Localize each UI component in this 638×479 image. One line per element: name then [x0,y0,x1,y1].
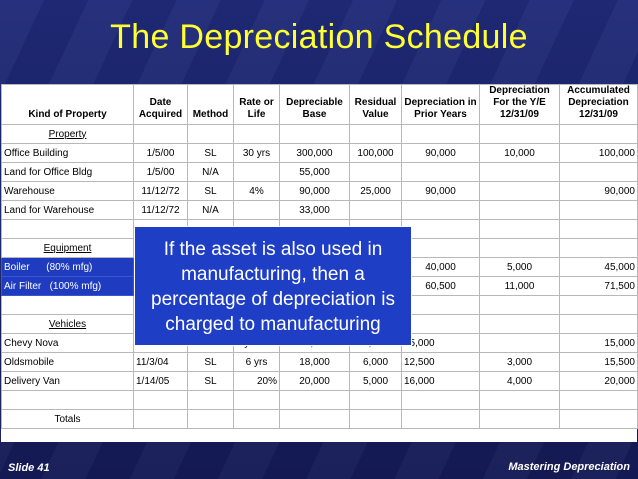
totals-label: Totals [1,409,134,429]
cell-prior: 16,000 [401,371,480,391]
header-row: Kind of Property Date Acquired Method Ra… [1,84,638,125]
equipment-name: Air Filter [4,280,42,292]
table-row: Land for Warehouse 11/12/72 N/A 33,000 [1,200,638,220]
mfg-percentage: (100% mfg) [49,280,102,292]
cell-kind: Land for Office Bldg [1,162,134,182]
cell-prior [401,200,480,220]
cell-ye: 3,000 [479,352,560,372]
cell-rate [233,162,280,182]
cell-residual: 6,000 [349,352,402,372]
cell-kind: Boiler (80% mfg) [1,257,134,277]
cell-prior: 60,500 [401,276,480,296]
totals-row: Totals [1,409,638,429]
equipment-name: Boiler [4,261,30,273]
cell-kind: Delivery Van [1,371,134,391]
slide-number: Slide 41 [8,462,50,474]
col-header-ye: Depreciation For the Y/E 12/31/09 [479,84,560,125]
cell-rate: 30 yrs [233,143,280,163]
cell-date: 1/5/00 [133,162,188,182]
cell-accum: 45,000 [559,257,638,277]
cell-prior: 15,000 [401,333,480,353]
cell-residual [349,162,402,182]
col-header-method: Method [187,84,234,125]
cell-accum: 71,500 [559,276,638,296]
cell-accum: 100,000 [559,143,638,163]
cell-ye: 4,000 [479,371,560,391]
cell-kind: Office Building [1,143,134,163]
table-row: Oldsmobile 11/3/04 SL 6 yrs 18,000 6,000… [1,352,638,372]
table-row: Delivery Van 1/14/05 SL 20% 20,000 5,000… [1,371,638,391]
cell-base: 18,000 [279,352,350,372]
cell-method: SL [187,371,234,391]
section-label-property: Property [1,124,134,144]
cell-accum: 90,000 [559,181,638,201]
cell-method: SL [187,181,234,201]
cell-rate: 4% [233,181,280,201]
cell-kind: Oldsmobile [1,352,134,372]
cell-base: 300,000 [279,143,350,163]
section-label-equipment: Equipment [1,238,134,258]
cell-rate [233,200,280,220]
cell-residual [349,200,402,220]
presentation-title: Mastering Depreciation [508,461,630,473]
cell-method: N/A [187,200,234,220]
cell-ye: 11,000 [479,276,560,296]
blank-row [1,390,638,410]
cell-rate: 6 yrs [233,352,280,372]
cell-accum [559,162,638,182]
cell-accum: 20,000 [559,371,638,391]
col-header-accum: Accumulated Depreciation 12/31/09 [559,84,638,125]
manufacturing-callout: If the asset is also used in manufacturi… [134,226,412,346]
cell-ye: 5,000 [479,257,560,277]
cell-prior: 40,000 [401,257,480,277]
cell-ye [479,181,560,201]
mfg-percentage: (80% mfg) [46,261,93,273]
cell-base: 55,000 [279,162,350,182]
cell-accum: 15,000 [559,333,638,353]
cell-date: 11/3/04 [133,352,188,372]
cell-prior: 90,000 [401,181,480,201]
section-row-property: Property [1,124,638,144]
col-header-date: Date Acquired [133,84,188,125]
cell-residual: 5,000 [349,371,402,391]
cell-method: N/A [187,162,234,182]
cell-rate: 20% [233,371,280,391]
cell-kind: Air Filter (100% mfg) [1,276,134,296]
col-header-residual: Residual Value [349,84,402,125]
table-row: Office Building 1/5/00 SL 30 yrs 300,000… [1,143,638,163]
cell-kind: Land for Warehouse [1,200,134,220]
col-header-rate: Rate or Life [233,84,280,125]
cell-ye [479,162,560,182]
cell-date: 11/12/72 [133,181,188,201]
depreciation-schedule-table: Kind of Property Date Acquired Method Ra… [1,84,638,429]
cell-ye [479,200,560,220]
cell-method: SL [187,143,234,163]
cell-ye: 10,000 [479,143,560,163]
col-header-base: Depreciable Base [279,84,350,125]
cell-kind: Warehouse [1,181,134,201]
cell-date: 11/12/72 [133,200,188,220]
cell-date: 1/5/00 [133,143,188,163]
cell-date: 1/14/05 [133,371,188,391]
table-row: Land for Office Bldg 1/5/00 N/A 55,000 [1,162,638,182]
cell-base: 33,000 [279,200,350,220]
col-header-kind: Kind of Property [1,84,134,125]
cell-kind: Chevy Nova [1,333,134,353]
cell-base: 20,000 [279,371,350,391]
cell-accum [559,200,638,220]
cell-prior: 12,500 [401,352,480,372]
section-label-vehicles: Vehicles [1,314,134,334]
cell-prior: 90,000 [401,143,480,163]
cell-residual: 25,000 [349,181,402,201]
slide-title: The Depreciation Schedule [110,18,528,56]
cell-base: 90,000 [279,181,350,201]
col-header-prior: Depreciation in Prior Years [401,84,480,125]
cell-accum: 15,500 [559,352,638,372]
table-row: Warehouse 11/12/72 SL 4% 90,000 25,000 9… [1,181,638,201]
cell-method: SL [187,352,234,372]
cell-residual: 100,000 [349,143,402,163]
cell-prior [401,162,480,182]
cell-ye [479,333,560,353]
